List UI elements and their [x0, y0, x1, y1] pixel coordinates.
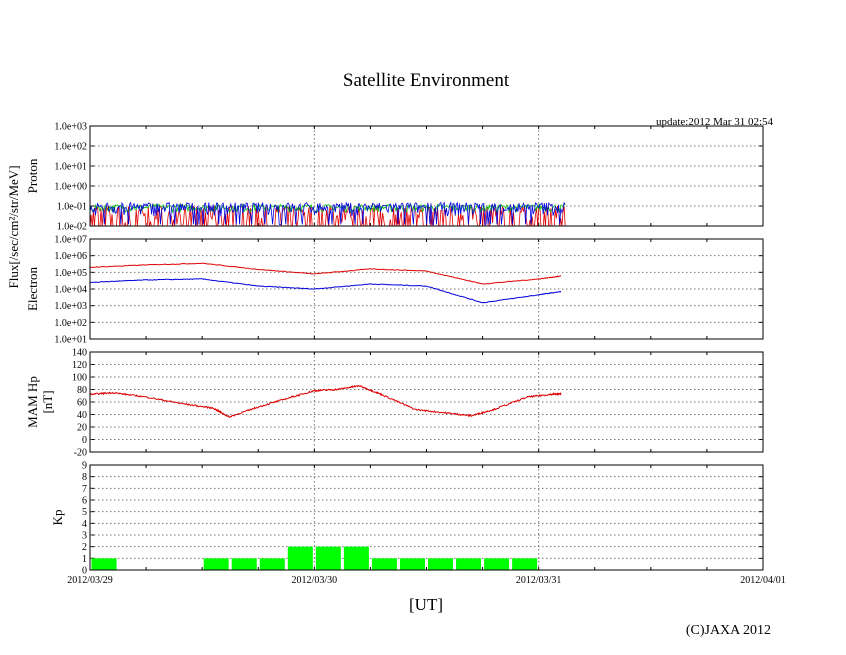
y-tick-label: 1.0e+02 — [54, 318, 87, 329]
y-tick-label: 1.0e+06 — [54, 251, 87, 262]
y-tick-label: 6 — [82, 496, 87, 507]
y-tick-label: 0 — [82, 566, 87, 577]
panel-frame — [89, 464, 764, 571]
x-tick-label: 2012/04/01 — [740, 575, 786, 586]
x-tick-label: 2012/03/30 — [292, 575, 338, 586]
y-tick-label: 100 — [72, 373, 87, 384]
kp-bar — [371, 558, 397, 570]
y-tick-label: 2 — [82, 542, 87, 553]
flux-axis-label: Flux[/sec/cm²/str/MeV] — [6, 165, 21, 288]
panel-frame — [89, 351, 764, 453]
kp-bar — [259, 558, 285, 570]
blue-series-line — [89, 278, 562, 304]
electron-label: Electron — [25, 266, 40, 311]
blue-proton-series — [90, 201, 566, 225]
y-tick-label: 1.0e+01 — [54, 335, 87, 346]
chart-title: Satellite Environment — [343, 70, 510, 91]
flux-label-text: Flux[/sec/cm²/str/MeV] — [6, 165, 21, 288]
kp-bar — [343, 546, 369, 570]
y-tick-label: 1.0e+01 — [54, 162, 87, 173]
y-tick-label: 1.0e+00 — [54, 182, 87, 193]
y-tick-label: 0 — [82, 435, 87, 446]
x-tick-label: 2012/03/31 — [516, 575, 562, 586]
kp-bar — [231, 558, 257, 570]
y-tick-label: 4 — [82, 519, 87, 530]
red-series-line — [89, 384, 562, 418]
panels: 1.0e+03 1.0e+02 1.0e+01 1.0e+00 1.0e-01 1.0e-… — [25, 122, 786, 587]
panel-2: 1.0e+07 1.0e+06 1.0e+05 1.0e+04 1.0e+03 1.0e+… — [25, 235, 764, 346]
kp-bar — [399, 558, 425, 570]
y-tick-label: 1.0e-02 — [57, 222, 87, 233]
kp-bar — [456, 558, 482, 570]
update-timestamp: update:2012 Mar 31 02:54 — [656, 116, 774, 128]
y-tick-label: 40 — [77, 410, 87, 421]
y-tick-label: 1.0e+03 — [54, 301, 87, 312]
y-tick-label: 120 — [72, 360, 87, 371]
kp-bar — [91, 558, 117, 570]
mam-hp-label-line: MAM Hp — [25, 376, 40, 428]
kp-bar — [315, 546, 341, 570]
x-tick-label: 2012/03/29 — [67, 575, 113, 586]
y-tick-label: 3 — [82, 531, 87, 542]
kp-bar — [428, 558, 454, 570]
proton-label: Proton — [25, 158, 40, 193]
mam-hp-label-line: [nT] — [40, 390, 55, 413]
x-axis-title: [UT] — [409, 595, 443, 614]
y-tick-label: 20 — [77, 423, 87, 434]
y-tick-label: 1.0e+07 — [54, 235, 87, 246]
y-tick-label: 1.0e+04 — [54, 285, 87, 296]
kp-bar — [512, 558, 538, 570]
kp-label: Kp — [50, 510, 65, 526]
y-tick-label: 1.0e-01 — [57, 202, 87, 213]
kp-bar — [484, 558, 510, 570]
kp-bar — [203, 558, 229, 570]
y-tick-label: 9 — [82, 461, 87, 472]
panel-1: 1.0e+03 1.0e+02 1.0e+01 1.0e+00 1.0e-01 1.0e-… — [25, 122, 764, 233]
red-series-line — [89, 262, 562, 285]
kp-bar — [287, 546, 313, 570]
y-tick-label: 1.0e+03 — [54, 122, 87, 133]
copyright: (C)JAXA 2012 — [686, 623, 771, 638]
panel-frame — [89, 125, 764, 227]
y-tick-label: 5 — [82, 507, 87, 518]
y-tick-label: 60 — [77, 398, 87, 409]
y-tick-label: 1.0e+02 — [54, 142, 87, 153]
y-tick-label: 8 — [82, 472, 87, 483]
y-tick-label: 1 — [82, 554, 87, 565]
y-tick-label: 1.0e+05 — [54, 268, 87, 279]
y-tick-label: 80 — [77, 385, 87, 396]
panel-frame — [89, 238, 764, 340]
y-tick-label: 7 — [82, 484, 87, 495]
y-tick-label: 140 — [72, 348, 87, 359]
y-tick-label: -20 — [74, 448, 87, 459]
mam-hp-label: MAM Hp[nT] — [25, 376, 55, 428]
